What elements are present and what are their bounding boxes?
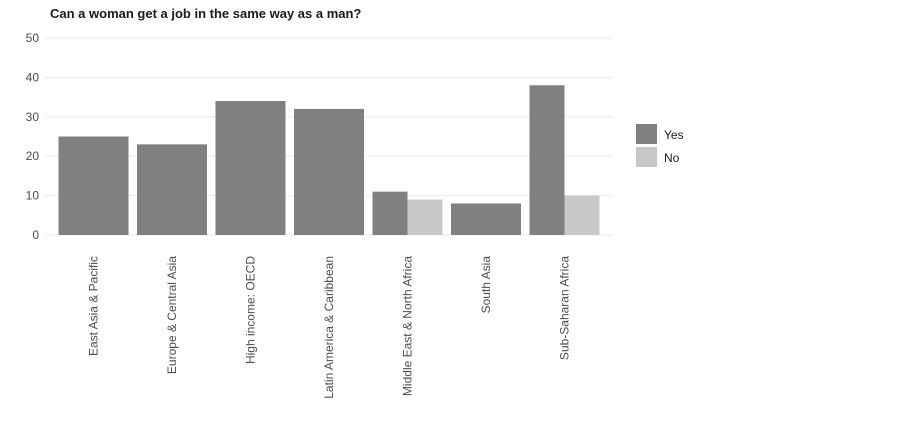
y-tick-label: 10	[26, 189, 40, 203]
bars	[58, 85, 600, 235]
bar-yes-6	[529, 85, 565, 235]
bar-yes-2	[215, 101, 286, 235]
x-tick-label: Middle East & North Africa	[401, 256, 415, 396]
legend-label-no: No	[664, 151, 680, 165]
x-tick-label: Europe & Central Asia	[165, 256, 179, 374]
bar-yes-4	[372, 191, 408, 235]
x-tick-label: Sub-Saharan Africa	[558, 256, 572, 360]
x-tick-label: East Asia & Pacific	[87, 256, 101, 356]
legend-swatch-no	[636, 147, 657, 167]
x-tick-label: South Asia	[479, 256, 493, 314]
x-axis-ticks: East Asia & Pacific Europe & Central Asia…	[87, 256, 572, 399]
y-tick-label: 0	[32, 228, 39, 242]
y-tick-label: 50	[26, 31, 40, 45]
bar-yes-5	[451, 203, 521, 235]
chart-title: Can a woman get a job in the same way as…	[50, 6, 362, 21]
legend-label-yes: Yes	[664, 128, 684, 142]
legend: Yes No	[636, 124, 684, 167]
bar-yes-1	[137, 144, 207, 235]
x-tick-label: Latin America & Caribbean	[322, 256, 336, 399]
y-axis-ticks: 0 10 20 30 40 50	[26, 31, 40, 242]
y-tick-label: 40	[26, 70, 40, 84]
legend-swatch-yes	[636, 124, 657, 144]
bar-yes-0	[58, 136, 129, 235]
bar-yes-3	[294, 108, 364, 235]
y-tick-label: 30	[26, 110, 40, 124]
bar-no-4	[407, 199, 443, 235]
x-tick-label: High income: OECD	[244, 256, 258, 364]
y-tick-label: 20	[26, 149, 40, 163]
bar-no-6	[564, 195, 600, 235]
